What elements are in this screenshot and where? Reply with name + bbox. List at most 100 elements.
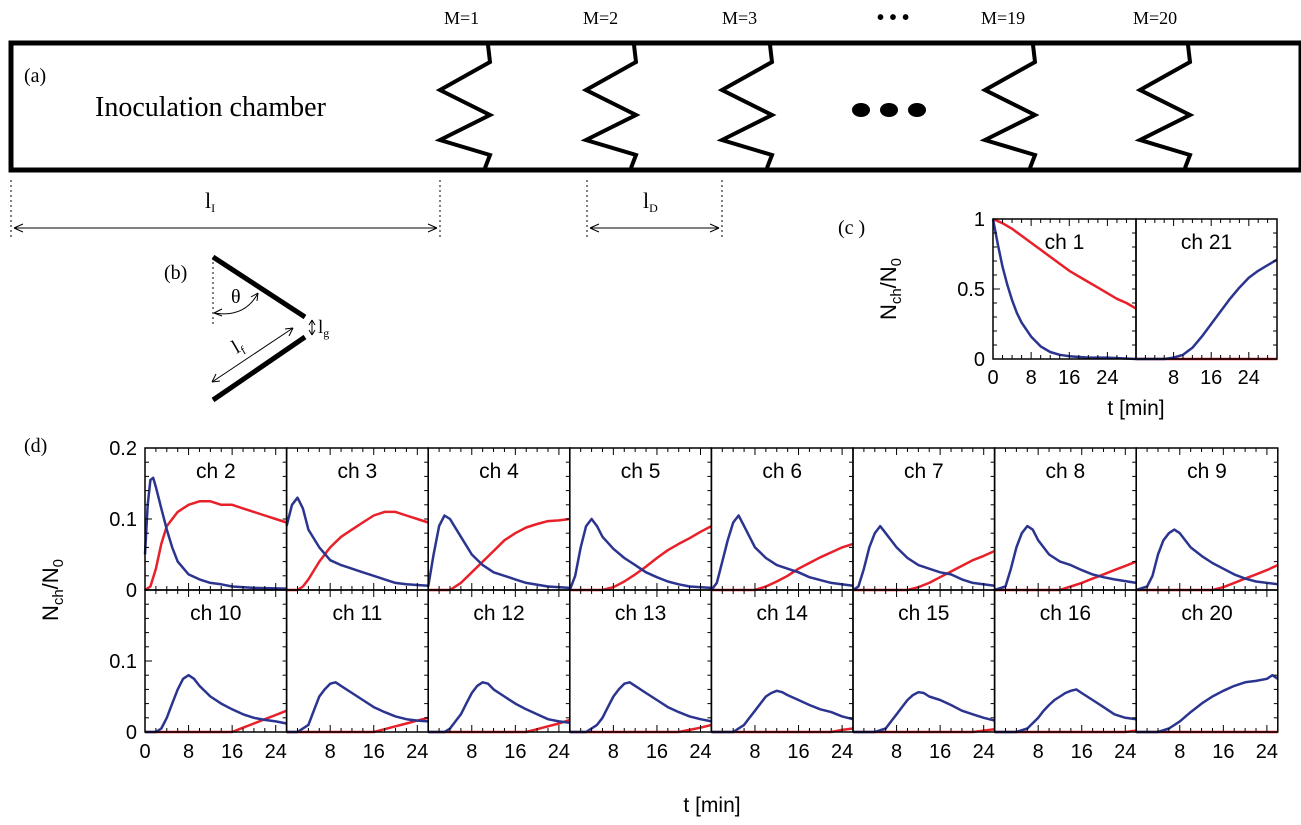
x-tick-label: 0 bbox=[139, 741, 150, 763]
funnel-label: M=20 bbox=[1133, 8, 1177, 28]
x-tick-label: 24 bbox=[831, 741, 853, 763]
y-tick-label: 0.1 bbox=[109, 651, 137, 673]
y-tick-label: 0 bbox=[126, 580, 137, 602]
series-line-red bbox=[428, 517, 570, 592]
x-tick-label: 16 bbox=[1058, 367, 1080, 389]
funnel-zigzag bbox=[434, 44, 495, 169]
subplot-title: ch 15 bbox=[898, 602, 949, 625]
subplot: ch 5 bbox=[568, 447, 713, 592]
x-tick-label: 16 bbox=[1212, 741, 1234, 763]
funnel-label: M=19 bbox=[981, 8, 1025, 28]
chamber-label: Inoculation chamber bbox=[95, 92, 327, 123]
funnel-length-arrow-heads bbox=[211, 327, 294, 383]
subplot-title: ch 16 bbox=[1040, 602, 1091, 625]
funnel-zigzag bbox=[580, 44, 641, 169]
x-tick-label: 24 bbox=[548, 741, 570, 763]
y-tick-label: 0 bbox=[126, 722, 137, 744]
angle-label: θ bbox=[231, 286, 241, 308]
funnel-group bbox=[434, 44, 1195, 169]
panel-a-schematic: (a) Inoculation chamber M=1 M=2 M=3 M=19 M=2… bbox=[8, 7, 1301, 237]
y-tick-label: 0 bbox=[974, 349, 985, 371]
funnel-label: M=1 bbox=[444, 8, 479, 28]
angle-arc bbox=[213, 292, 259, 315]
series-line-red bbox=[1136, 563, 1279, 592]
subplot-title: ch 2 bbox=[196, 460, 236, 483]
panel-b-funnel-geometry: (b) θ lg lf bbox=[164, 254, 329, 403]
subplot: ch 11 bbox=[285, 589, 429, 734]
funnel-wall-lower bbox=[211, 334, 307, 403]
x-tick-label: 24 bbox=[265, 741, 287, 763]
angle-arrow-heads bbox=[213, 292, 259, 317]
subplot: ch 2 bbox=[143, 447, 288, 592]
subplot-title: ch 11 bbox=[332, 602, 382, 625]
subplot: ch 13 bbox=[569, 589, 713, 734]
funnel-label: M=3 bbox=[722, 8, 757, 28]
subplot: ch 16 bbox=[993, 589, 1137, 734]
panel-d-chart: (d) ch 2 ch 3 ch 4 ch 5 ch 6 ch 7 ch 8 ch 9 0 0.1… bbox=[24, 435, 1279, 817]
subplot: ch 20 bbox=[1135, 589, 1279, 734]
subplot: ch 4 bbox=[426, 447, 571, 592]
x-tick-label: 8 bbox=[749, 741, 760, 763]
length-spacing-label: lD bbox=[643, 188, 658, 215]
series-line-red bbox=[144, 500, 287, 592]
subplot-title: ch 9 bbox=[1187, 460, 1227, 483]
funnel-wall-upper bbox=[211, 254, 307, 320]
series-line-blue bbox=[426, 514, 570, 590]
funnel-labels: M=1 M=2 M=3 M=19 M=20 bbox=[444, 8, 1177, 28]
x-axis-label: t [min] bbox=[683, 794, 740, 817]
subplot-title: ch 13 bbox=[615, 602, 666, 625]
series-line-blue bbox=[569, 681, 712, 734]
middle-ellipsis-dots bbox=[852, 103, 926, 117]
funnel-label: M=2 bbox=[583, 8, 618, 28]
x-tick-label: 16 bbox=[363, 741, 385, 763]
subplot: ch 21 bbox=[1135, 218, 1278, 361]
series-line-red bbox=[286, 510, 429, 592]
funnel-zigzag bbox=[1134, 44, 1195, 169]
subplot-title: ch 14 bbox=[757, 602, 809, 625]
series-line-blue bbox=[1136, 258, 1278, 361]
funnel-length-label: lf bbox=[228, 334, 248, 360]
subplot: ch 9 bbox=[1135, 447, 1279, 592]
x-tick-label: 8 bbox=[891, 741, 902, 763]
series-line-blue bbox=[711, 689, 854, 734]
funnel-length-dimension bbox=[211, 327, 294, 383]
ellipsis-dot bbox=[852, 103, 870, 117]
subplot-title: ch 7 bbox=[904, 460, 944, 483]
funnel-zigzag bbox=[979, 44, 1040, 169]
x-tick-label: 8 bbox=[1026, 367, 1037, 389]
x-tick-label: 16 bbox=[646, 741, 668, 763]
series-line-blue bbox=[1135, 528, 1278, 592]
subplot: ch 10 bbox=[144, 589, 288, 734]
subplot-title: ch 12 bbox=[473, 602, 524, 625]
series-line-blue bbox=[143, 476, 287, 590]
series-line-blue bbox=[286, 681, 429, 734]
x-tick-label: 24 bbox=[406, 741, 428, 763]
x-tick-label: 24 bbox=[1114, 741, 1136, 763]
y-tick-label: 0.2 bbox=[109, 438, 137, 460]
series-line-blue bbox=[853, 690, 995, 734]
subplot-title: ch 1 bbox=[1045, 231, 1085, 254]
x-tick-label: 16 bbox=[1200, 367, 1222, 389]
subplot-title: ch 8 bbox=[1046, 460, 1086, 483]
x-tick-label: 24 bbox=[973, 741, 995, 763]
x-tick-label: 0 bbox=[987, 367, 998, 389]
x-tick-label: 24 bbox=[1096, 367, 1118, 389]
y-axis-label: Nch/N0 bbox=[38, 559, 67, 621]
subplot-title: ch 5 bbox=[621, 460, 661, 483]
panel-c-label: (c ) bbox=[838, 217, 865, 239]
panel-d-label: (d) bbox=[24, 435, 47, 457]
x-tick-label: 8 bbox=[1033, 741, 1044, 763]
series-line-red bbox=[992, 217, 1137, 310]
dimension-funnel-spacing bbox=[586, 180, 723, 237]
subplot-title: ch 20 bbox=[1181, 602, 1232, 625]
subplot: ch 7 bbox=[852, 447, 996, 592]
x-tick-label: 16 bbox=[221, 741, 243, 763]
length-inoculation-label: lI bbox=[205, 188, 215, 215]
y-axis-label: Nch/N0 bbox=[876, 258, 905, 320]
subplot: ch 12 bbox=[427, 589, 571, 734]
x-tick-label: 24 bbox=[1238, 367, 1260, 389]
top-ellipsis: • • • bbox=[877, 7, 909, 29]
series-line-blue bbox=[428, 681, 570, 734]
series-line-blue bbox=[994, 524, 1137, 592]
panel-c-chart: (c ) ch 1 ch 21 0 0.5 1 0 8 16 24 8 16 24 Nch/N0 t [m… bbox=[838, 209, 1278, 420]
